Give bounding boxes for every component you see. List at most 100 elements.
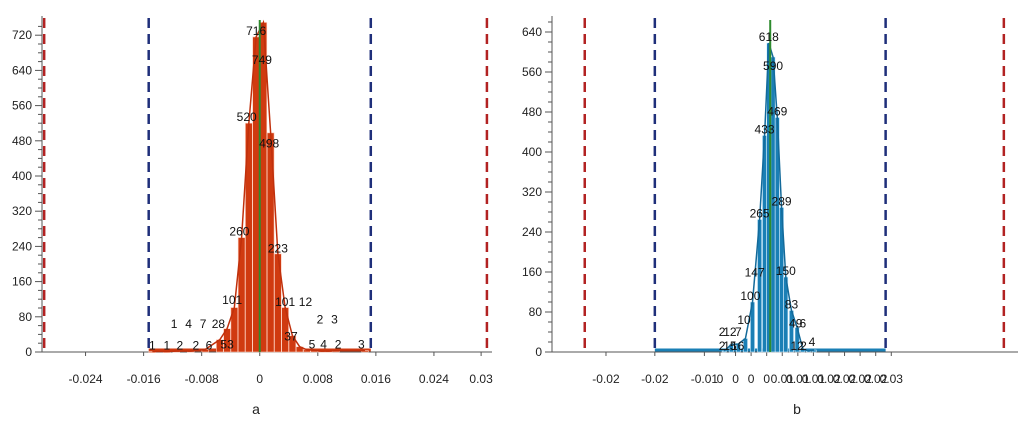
bar-count-label: 49 — [789, 317, 803, 331]
bar-count-label: 150 — [776, 264, 796, 278]
y-tick-label: 160 — [522, 265, 542, 279]
panel-label: b — [793, 401, 801, 417]
x-tick-label: 0.03 — [880, 372, 904, 386]
bar-count-label: 16 — [731, 339, 745, 353]
x-tick-label: 0 — [717, 372, 724, 386]
histogram-bar — [259, 22, 268, 353]
bar-count-label: 2 — [800, 339, 807, 353]
bar-count-label: 3 — [331, 313, 338, 327]
bar-count-label: 716 — [246, 24, 266, 38]
panel-label: a — [252, 401, 260, 417]
x-tick-label: 0 — [748, 372, 755, 386]
bar-count-label: 100 — [740, 289, 760, 303]
bar-count-label: 1 — [163, 339, 170, 353]
x-tick-label: 0.016 — [361, 372, 391, 386]
bar-count-label: 83 — [785, 298, 799, 312]
bar-count-label: 2 — [335, 338, 342, 352]
x-tick-label: 0.01 — [802, 372, 826, 386]
bar-count-label: 15 — [723, 339, 737, 353]
bar-count-label: 1 — [171, 317, 178, 331]
y-tick-label: 80 — [529, 305, 543, 319]
x-tick-label: 0.02 — [864, 372, 888, 386]
bar-count-label: 12 — [299, 295, 313, 309]
histogram-bar — [721, 350, 727, 353]
x-tick-label: 0 — [763, 372, 770, 386]
bar-count-label: 4 — [809, 335, 816, 349]
y-tick-label: 320 — [522, 185, 542, 199]
x-tick-label: -0.024 — [69, 372, 103, 386]
x-tick-label: -0.02 — [641, 372, 669, 386]
bar-count-label: 5 — [309, 338, 316, 352]
bar-count-label: 469 — [767, 105, 787, 119]
x-tick-label: 0.01 — [786, 372, 810, 386]
y-tick-label: 720 — [12, 28, 32, 42]
bar-count-label: 4 — [320, 338, 327, 352]
y-tick-label: 400 — [522, 145, 542, 159]
bar-count-label: 37 — [284, 329, 298, 343]
x-tick-label: 0.03 — [469, 372, 493, 386]
bar-count-label: 1 — [149, 339, 156, 353]
bar-count-label: 749 — [252, 53, 272, 67]
y-tick-label: 80 — [19, 310, 33, 324]
bar-count-label: 53 — [220, 338, 234, 352]
y-tick-label: 240 — [522, 225, 542, 239]
bar-count-label: 265 — [750, 207, 770, 221]
y-tick-label: 560 — [12, 99, 32, 113]
x-tick-label: 0.008 — [303, 372, 333, 386]
bar-count-label: 6 — [206, 339, 213, 353]
y-tick-label: 160 — [12, 275, 32, 289]
bar-count-label: 2 — [317, 313, 324, 327]
bar-count-label: 223 — [268, 241, 288, 255]
bar-count-label: 12 — [790, 339, 804, 353]
bar-count-label: 4 — [185, 317, 192, 331]
bar-count-label: 618 — [759, 30, 779, 44]
y-tick-label: 640 — [12, 63, 32, 77]
bar-count-label: 433 — [755, 123, 775, 137]
bar-count-label: 7 — [200, 317, 207, 331]
y-tick-label: 0 — [535, 345, 542, 359]
bar-count-label: 289 — [772, 195, 792, 209]
y-tick-label: 320 — [12, 204, 32, 218]
x-tick-label: 0.01 — [771, 372, 795, 386]
x-tick-label: -0.016 — [127, 372, 161, 386]
distribution-curve — [152, 19, 365, 353]
x-tick-label: 0.02 — [817, 372, 841, 386]
y-tick-label: 0 — [25, 345, 32, 359]
bar-count-label: 6 — [799, 317, 806, 331]
bar-count-label: 101 — [222, 293, 242, 307]
bar-count-label: 260 — [229, 225, 249, 239]
y-tick-label: 480 — [522, 105, 542, 119]
y-tick-label: 560 — [522, 65, 542, 79]
bar-count-label: 147 — [745, 266, 765, 280]
bar-count-label: 2 — [177, 339, 184, 353]
bar-count-label: 3 — [358, 338, 365, 352]
x-tick-label: -0.008 — [185, 372, 219, 386]
histogram-bar — [252, 36, 260, 353]
bar-count-label: 101 — [275, 295, 295, 309]
bar-count-label: 7 — [735, 325, 742, 339]
bar-count-label: 2 — [719, 325, 726, 339]
bar-count-label: 2 — [719, 339, 726, 353]
x-tick-label: -0.01 — [691, 372, 719, 386]
bar-count-label: 520 — [237, 110, 257, 124]
x-tick-label: 0.02 — [848, 372, 872, 386]
y-tick-label: 640 — [522, 25, 542, 39]
bar-count-label: 498 — [259, 137, 279, 151]
x-tick-label: 0 — [732, 372, 739, 386]
x-tick-label: -0.02 — [592, 372, 620, 386]
x-tick-label: 0 — [256, 372, 263, 386]
y-tick-label: 400 — [12, 169, 32, 183]
bar-count-label: 10 — [737, 313, 751, 327]
distribution-curve — [723, 42, 815, 352]
bar-count-label: 2 — [193, 339, 200, 353]
x-tick-label: 0.024 — [419, 372, 449, 386]
bar-count-label: 12 — [723, 325, 737, 339]
y-tick-label: 240 — [12, 239, 32, 253]
y-tick-label: 480 — [12, 134, 32, 148]
bar-count-label: 28 — [212, 317, 226, 331]
bar-count-label: 590 — [763, 59, 783, 73]
x-tick-label: 0.02 — [833, 372, 857, 386]
